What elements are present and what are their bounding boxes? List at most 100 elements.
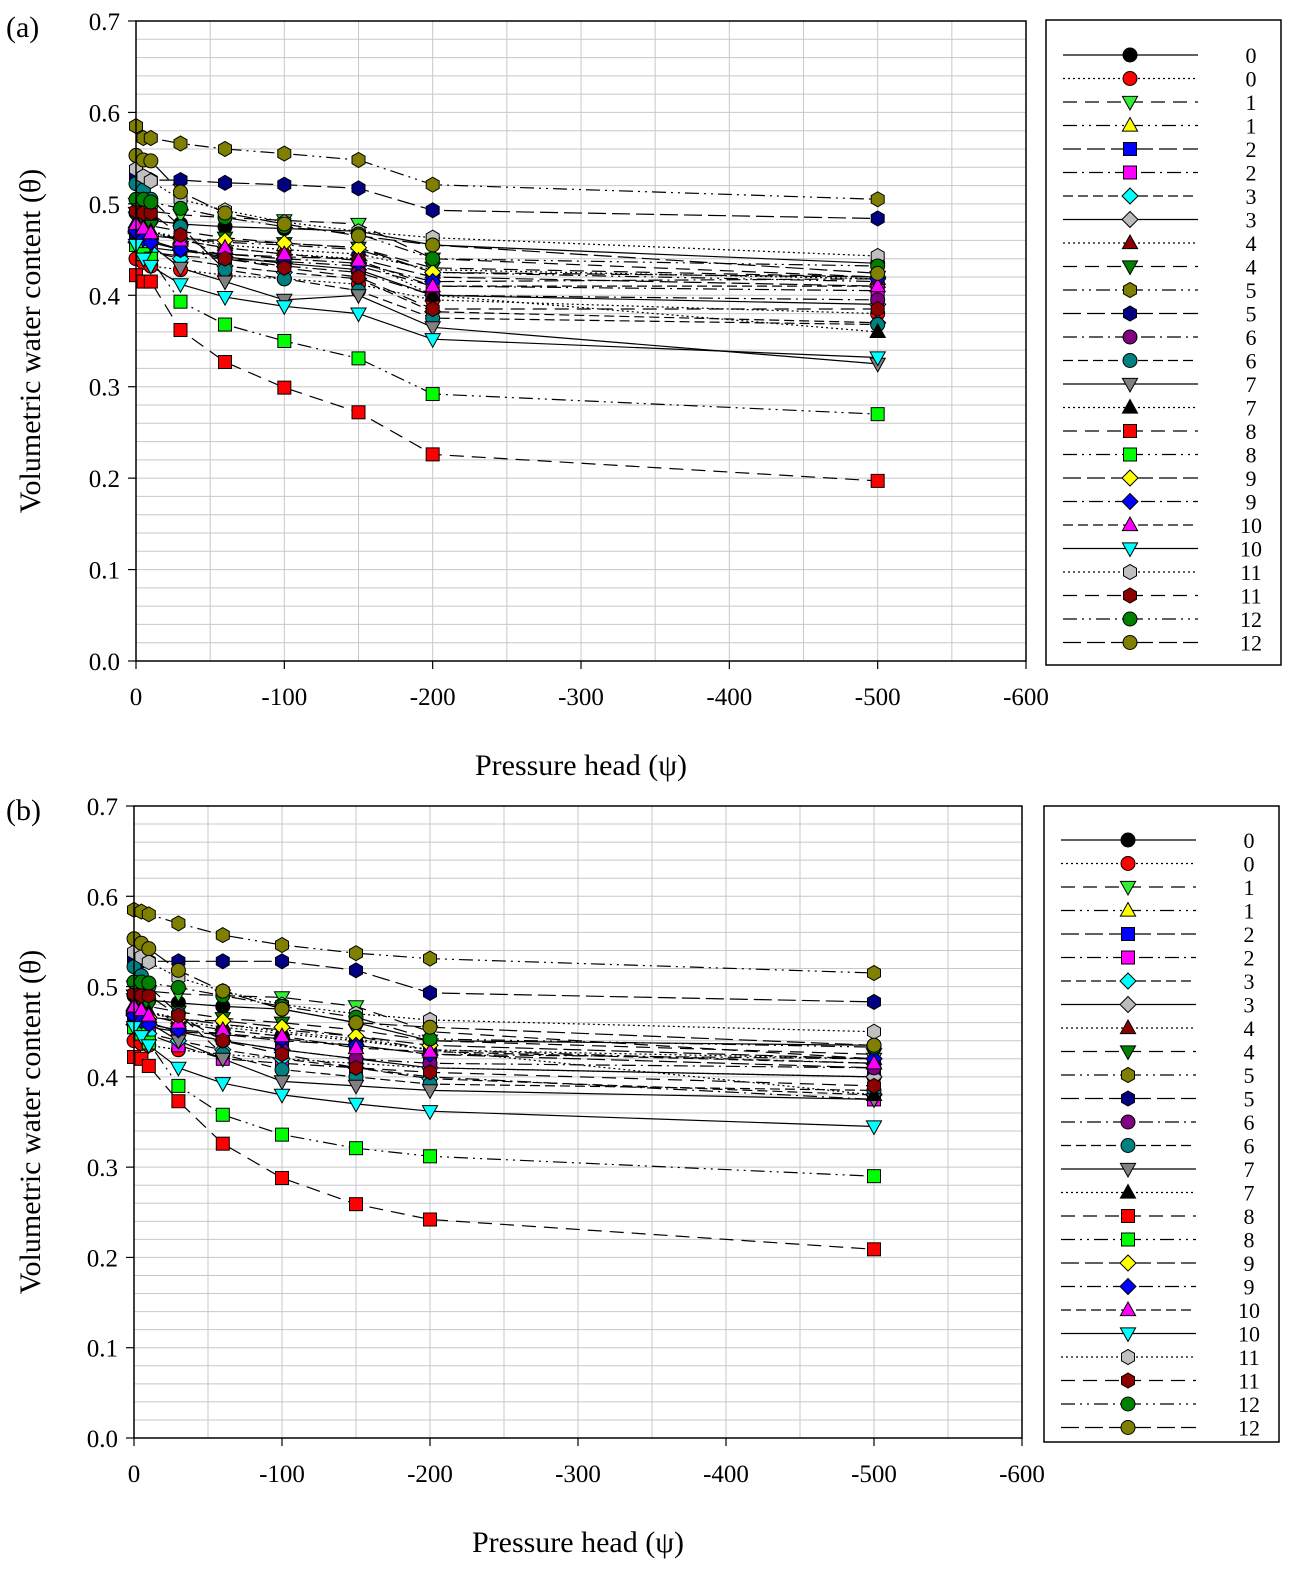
data-point-series-11 xyxy=(143,172,158,190)
y-tick-label: 0.0 xyxy=(87,1426,118,1453)
data-point-series-5 xyxy=(423,984,437,1001)
data-point-series-12 xyxy=(215,983,231,999)
panel-a-legend-box xyxy=(1045,19,1282,666)
legend-label-0: 0 xyxy=(1244,852,1255,877)
data-point-series-10 xyxy=(347,1038,365,1055)
legend-label-6: 6 xyxy=(1246,349,1257,374)
data-point-series-11 xyxy=(141,987,156,1004)
x-tick-label: -500 xyxy=(851,1461,897,1488)
legend-label-7: 7 xyxy=(1246,396,1257,421)
y-tick-label: 0.2 xyxy=(89,466,120,493)
data-point-series-5 xyxy=(423,950,437,967)
x-tick-label: -200 xyxy=(407,1461,453,1488)
legend-marker-11 xyxy=(1123,563,1137,581)
legend-label-10: 10 xyxy=(1238,1298,1260,1323)
data-point-series-8 xyxy=(425,447,440,462)
data-point-series-5 xyxy=(171,915,186,932)
data-point-series-11 xyxy=(277,259,292,276)
data-point-series-10 xyxy=(216,291,234,307)
x-tick-label: -300 xyxy=(558,684,604,711)
data-point-series-5 xyxy=(349,962,363,979)
data-point-series-12 xyxy=(348,1015,364,1031)
legend-label-2: 2 xyxy=(1244,922,1255,947)
data-point-series-5 xyxy=(351,180,366,197)
data-point-series-11 xyxy=(143,204,158,222)
data-point-series-12 xyxy=(866,1037,882,1053)
legend-label-10: 10 xyxy=(1240,537,1262,562)
legend-marker-8 xyxy=(1121,1232,1135,1247)
panel-b: (b) 0 -100 -200 -300 -400 -500 -600 0.00.10.20… xyxy=(6,794,1280,1559)
data-point-series-8 xyxy=(349,1141,363,1156)
data-point-series-10 xyxy=(421,1042,439,1058)
data-point-series-10 xyxy=(275,300,293,316)
panel-b-x-axis-title: Pressure head (ψ) xyxy=(472,1526,684,1559)
legend-label-12: 12 xyxy=(1238,1416,1260,1441)
legend-marker-8 xyxy=(1123,447,1137,462)
x-tick-label: 0 xyxy=(128,1461,141,1488)
legend-label-3: 3 xyxy=(1244,969,1255,994)
x-tick-label: -100 xyxy=(261,684,307,711)
data-point-series-10 xyxy=(214,1077,232,1093)
data-point-series-5 xyxy=(277,176,292,193)
data-point-series-8 xyxy=(349,1197,363,1212)
data-point-series-10 xyxy=(865,1120,883,1136)
panel-b-y-axis-title: Volumetric water content (θ) xyxy=(14,950,47,1295)
legend-marker-10 xyxy=(1121,515,1139,532)
data-point-series-11 xyxy=(870,300,885,318)
data-point-series-11 xyxy=(275,1046,289,1063)
data-point-series-5 xyxy=(425,202,440,219)
panel-b-legend-box xyxy=(1043,805,1280,1443)
panel-a-x-axis-title: Pressure head (ψ) xyxy=(475,749,687,782)
data-point-series-10 xyxy=(273,1027,291,1043)
data-point-series-10 xyxy=(869,351,887,367)
y-tick-label: 0.3 xyxy=(89,375,120,402)
legend-label-2: 2 xyxy=(1244,946,1255,971)
legend-marker-1 xyxy=(1119,880,1137,897)
data-point-series-8 xyxy=(275,1170,289,1185)
legend-marker-7 xyxy=(1119,1162,1137,1179)
x-tick-label: -100 xyxy=(259,1461,305,1488)
panel-a: (a) 0 -100 -200 -300 -400 -500 -600 0.00.10.20… xyxy=(6,9,1282,782)
data-point-series-5 xyxy=(173,135,188,152)
data-point-series-8 xyxy=(218,355,232,370)
data-point-series-8 xyxy=(277,380,292,395)
legend-marker-3 xyxy=(1121,187,1139,205)
legend-marker-8 xyxy=(1123,424,1137,438)
data-point-series-12 xyxy=(425,237,441,253)
y-tick-label: 0.6 xyxy=(87,884,118,911)
data-point-series-11 xyxy=(867,1023,881,1040)
data-point-series-8 xyxy=(351,351,366,366)
panel-a-y-axis: 0.0 0.1 0.2 0.3 0.4 0.5 0.6 0.7 xyxy=(89,9,136,676)
data-point-series-5 xyxy=(867,964,881,982)
data-point-series-10 xyxy=(132,1030,150,1046)
legend-label-5: 5 xyxy=(1244,1063,1255,1088)
legend-marker-10 xyxy=(1119,1300,1137,1317)
data-point-series-5 xyxy=(351,151,366,169)
data-point-series-8 xyxy=(425,387,440,402)
data-point-series-12 xyxy=(276,216,292,232)
data-point-series-5 xyxy=(215,927,230,944)
data-point-series-12 xyxy=(141,975,157,991)
data-point-series-7 xyxy=(869,322,887,338)
legend-label-3: 3 xyxy=(1244,993,1255,1018)
data-point-series-8 xyxy=(423,1149,437,1164)
data-point-series-11 xyxy=(351,268,366,286)
data-point-series-7 xyxy=(424,321,442,337)
data-point-series-5 xyxy=(277,145,292,162)
data-point-series-8 xyxy=(218,317,232,332)
panel-b-y-axis: 0.0 0.1 0.2 0.3 0.4 0.5 0.6 0.7 xyxy=(87,794,134,1453)
data-point-series-10 xyxy=(275,245,293,261)
data-point-series-10 xyxy=(424,277,442,293)
x-tick-label: -400 xyxy=(706,684,752,711)
legend-marker-11 xyxy=(1123,587,1137,604)
x-tick-label: 0 xyxy=(130,684,143,711)
panel-b-x-axis: 0 -100 -200 -300 -400 -500 -600 xyxy=(128,1438,1045,1488)
data-point-series-5 xyxy=(867,993,881,1010)
legend-label-3: 3 xyxy=(1246,208,1257,233)
data-point-series-8 xyxy=(277,334,292,348)
legend-marker-11 xyxy=(1121,1348,1135,1366)
data-point-series-10 xyxy=(142,224,160,240)
y-tick-label: 0.5 xyxy=(89,192,120,219)
x-tick-label: -600 xyxy=(1003,684,1049,711)
